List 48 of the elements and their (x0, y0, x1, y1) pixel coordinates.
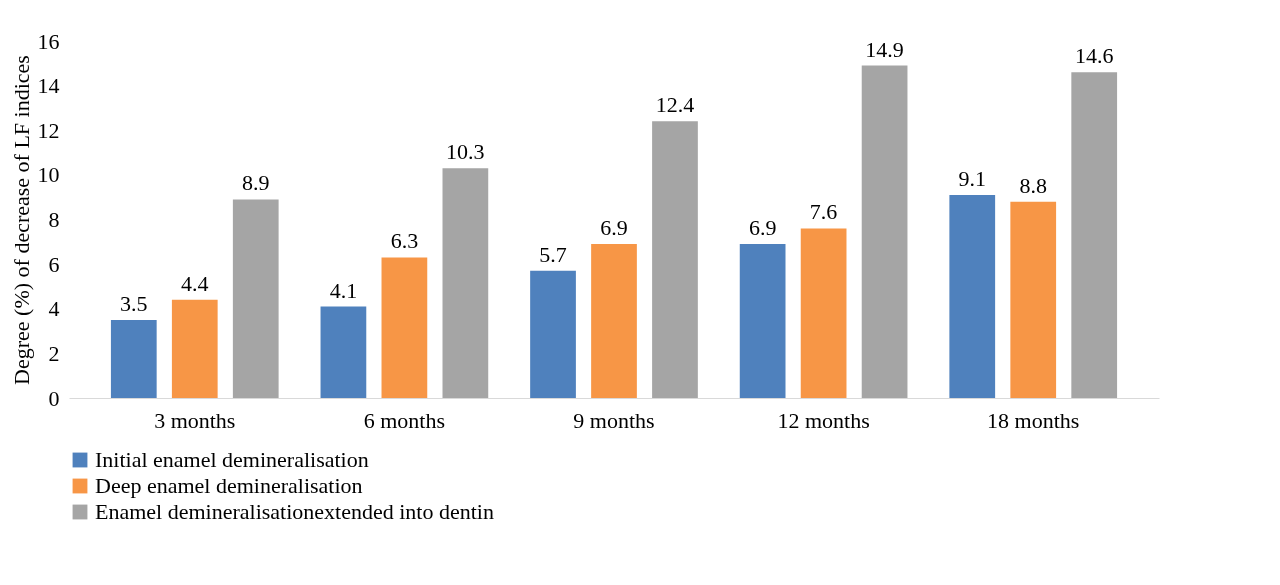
y-tick-label: 2 (48, 340, 60, 366)
y-tick-label: 12 (37, 117, 60, 143)
bar (381, 257, 428, 398)
data-label: 4.4 (181, 270, 209, 296)
y-tick-label: 0 (48, 385, 60, 411)
data-label: 4.1 (329, 277, 358, 303)
data-label: 6.3 (390, 228, 419, 254)
y-tick-label: 6 (48, 251, 60, 277)
legend-label: Initial enamel demineralisation (95, 447, 369, 472)
bar (442, 168, 489, 398)
data-label: 6.9 (748, 215, 777, 241)
data-label: 7.6 (809, 199, 838, 225)
bar (800, 228, 847, 398)
bar (171, 299, 218, 398)
data-label: 10.3 (446, 139, 485, 165)
data-label: 9.1 (958, 165, 986, 191)
y-tick-label: 4 (48, 296, 60, 322)
x-tick-label: 6 months (363, 407, 446, 433)
bar (861, 65, 908, 398)
data-label: 14.9 (865, 36, 904, 62)
data-label: 14.6 (1074, 43, 1114, 69)
x-tick-label: 12 months (777, 407, 870, 433)
y-tick-label: 10 (37, 162, 60, 188)
bar (1010, 201, 1057, 398)
x-tick-label: 9 months (573, 407, 655, 433)
bar (739, 244, 786, 398)
data-label: 3.5 (120, 290, 148, 316)
bar (232, 199, 279, 398)
bar (1071, 72, 1118, 398)
bar (949, 194, 996, 398)
y-axis-title: Degree (%) of decrease of LF indices (8, 55, 34, 385)
y-tick-label: 8 (48, 207, 60, 232)
data-label: 8.8 (1019, 172, 1047, 198)
x-tick-label: 3 months (154, 407, 236, 433)
y-tick-label: 14 (37, 73, 60, 99)
bar (530, 270, 576, 398)
data-label: 12.4 (655, 92, 695, 118)
bar (652, 121, 698, 398)
bar (110, 319, 157, 398)
x-tick-label: 18 months (987, 407, 1080, 433)
bar (591, 244, 637, 398)
data-label: 8.9 (242, 170, 270, 196)
y-tick-label: 16 (37, 28, 60, 54)
legend-label: Deep enamel demineralisation (95, 473, 363, 498)
data-label: 6.9 (600, 215, 628, 241)
legend-label: Enamel demineralisationextended into dentin (95, 499, 494, 524)
data-label: 5.7 (539, 241, 567, 267)
bar (320, 306, 367, 398)
